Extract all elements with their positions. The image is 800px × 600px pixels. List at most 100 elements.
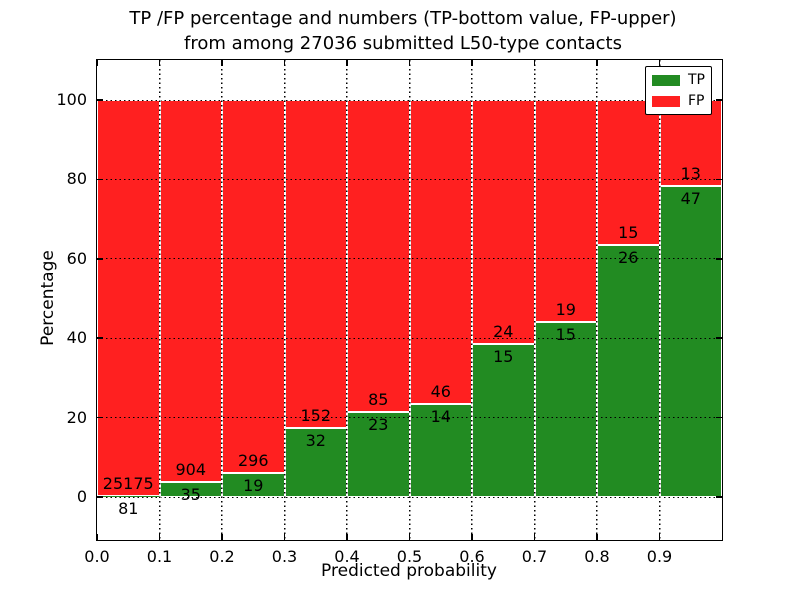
axis-tick-top bbox=[283, 60, 286, 66]
x-tick-label: 0.4 bbox=[334, 547, 360, 566]
axis-tick-top bbox=[158, 60, 161, 66]
axis-tick-left bbox=[97, 178, 103, 181]
y-tick-label: 80 bbox=[66, 169, 87, 189]
x-tick-label: 0.1 bbox=[146, 547, 173, 566]
plot-area: 25175 81 904 35 296 19 152 32 85 23 46 14 24 15 19 15 15… bbox=[96, 59, 723, 541]
axis-tick-top bbox=[221, 60, 223, 66]
tp-bar-segment bbox=[534, 321, 597, 497]
tp-count-label: 32 bbox=[305, 430, 326, 450]
fp-count-label: 85 bbox=[368, 390, 389, 410]
y-tick-label: 0 bbox=[76, 487, 87, 506]
tp-count-label: 47 bbox=[680, 189, 701, 209]
axis-tick-left bbox=[97, 258, 103, 260]
gridline-v bbox=[283, 60, 286, 540]
y-tick-label: 40 bbox=[66, 328, 87, 348]
fp-bar-segment bbox=[159, 100, 222, 483]
y-tick-label: 60 bbox=[66, 248, 87, 268]
tp-bar-segment bbox=[347, 412, 410, 497]
axis-tick-bottom bbox=[158, 534, 161, 540]
axis-tick-bottom bbox=[596, 534, 598, 540]
x-tick-label: 0.2 bbox=[209, 547, 235, 566]
x-tick-label: 0.9 bbox=[646, 547, 673, 566]
axis-tick-bottom bbox=[346, 534, 348, 540]
y-tick-label: 20 bbox=[66, 407, 87, 427]
axis-tick-top bbox=[471, 60, 473, 66]
fp-count-label: 152 bbox=[300, 405, 332, 425]
tp-bar-segment bbox=[97, 494, 160, 497]
axis-tick-top bbox=[533, 60, 536, 66]
axis-tick-right bbox=[716, 99, 722, 101]
gridline-v bbox=[596, 60, 598, 540]
axis-tick-right bbox=[716, 416, 722, 419]
axis-tick-left bbox=[97, 337, 103, 339]
fp-count-label: 296 bbox=[237, 451, 269, 471]
tp-bar-segment bbox=[284, 427, 347, 497]
tp-count-label: 23 bbox=[368, 415, 389, 435]
chart-title-line2: from among 27036 submitted L50-type cont… bbox=[184, 33, 622, 54]
fp-bar-segment bbox=[347, 100, 410, 413]
axis-tick-right bbox=[716, 258, 722, 260]
tp-count-label: 19 bbox=[243, 476, 264, 496]
axis-tick-top bbox=[658, 60, 661, 66]
axis-tick-left bbox=[97, 496, 103, 498]
tp-count-label: 35 bbox=[180, 485, 201, 505]
gridline-v bbox=[471, 60, 473, 540]
axis-tick-top bbox=[96, 60, 98, 66]
axis-tick-bottom bbox=[408, 534, 411, 540]
fp-count-label: 19 bbox=[555, 299, 576, 319]
x-tick-label: 0.3 bbox=[271, 547, 298, 566]
x-tick-label: 0.6 bbox=[459, 547, 485, 566]
axis-tick-bottom bbox=[96, 534, 98, 540]
axis-tick-right bbox=[716, 496, 722, 498]
fp-count-label: 13 bbox=[680, 164, 701, 184]
fp-count-label: 46 bbox=[430, 382, 451, 402]
fp-bar-segment bbox=[409, 100, 472, 405]
fp-count-label: 24 bbox=[493, 322, 514, 342]
gridline-v bbox=[158, 60, 161, 540]
fp-bar-segment bbox=[534, 100, 597, 322]
legend-swatch-fp bbox=[652, 95, 680, 107]
gridline-v bbox=[408, 60, 411, 540]
fp-count-label: 25175 bbox=[102, 473, 154, 493]
axis-tick-right bbox=[716, 337, 722, 339]
axis-tick-bottom bbox=[533, 534, 536, 540]
chart-title-line1: TP /FP percentage and numbers (TP-bottom… bbox=[129, 8, 677, 29]
tp-count-label: 15 bbox=[555, 324, 576, 344]
x-tick-label: 0.5 bbox=[396, 547, 423, 566]
legend-row-fp: FP bbox=[652, 93, 705, 109]
legend: TP FP bbox=[645, 66, 712, 115]
gridline-v bbox=[658, 60, 661, 540]
x-tick-label: 0.0 bbox=[84, 547, 110, 566]
tp-count-label: 26 bbox=[618, 248, 639, 268]
axis-tick-right bbox=[716, 178, 722, 181]
fp-count-label: 904 bbox=[175, 460, 207, 480]
fp-bar-segment bbox=[284, 100, 347, 428]
tp-count-label: 14 bbox=[430, 407, 451, 427]
axis-tick-top bbox=[346, 60, 348, 66]
axis-tick-left bbox=[97, 99, 103, 101]
fp-bar-segment bbox=[97, 100, 160, 496]
x-tick-label: 0.8 bbox=[584, 547, 610, 566]
axis-tick-bottom bbox=[283, 534, 286, 540]
gridline-v bbox=[533, 60, 536, 540]
fp-bar-segment bbox=[597, 100, 660, 246]
legend-label: FP bbox=[688, 93, 705, 109]
x-tick-label: 0.7 bbox=[521, 547, 548, 566]
y-tick-label: 100 bbox=[56, 90, 87, 109]
legend-label: TP bbox=[688, 72, 705, 88]
tp-count-label: 81 bbox=[118, 498, 139, 518]
fp-count-label: 15 bbox=[618, 223, 639, 243]
tp-bar-segment bbox=[659, 186, 722, 497]
x-axis-label: Predicted probability bbox=[321, 561, 497, 581]
legend-swatch-tp bbox=[652, 74, 680, 86]
gridline-v bbox=[346, 60, 348, 540]
axis-tick-bottom bbox=[471, 534, 473, 540]
tp-count-label: 15 bbox=[493, 347, 514, 367]
axis-tick-top bbox=[596, 60, 598, 66]
axis-tick-bottom bbox=[221, 534, 223, 540]
tp-bar-segment bbox=[597, 245, 660, 497]
axis-tick-top bbox=[408, 60, 411, 66]
axis-tick-left bbox=[97, 416, 103, 419]
tp-bar-segment bbox=[472, 344, 535, 497]
